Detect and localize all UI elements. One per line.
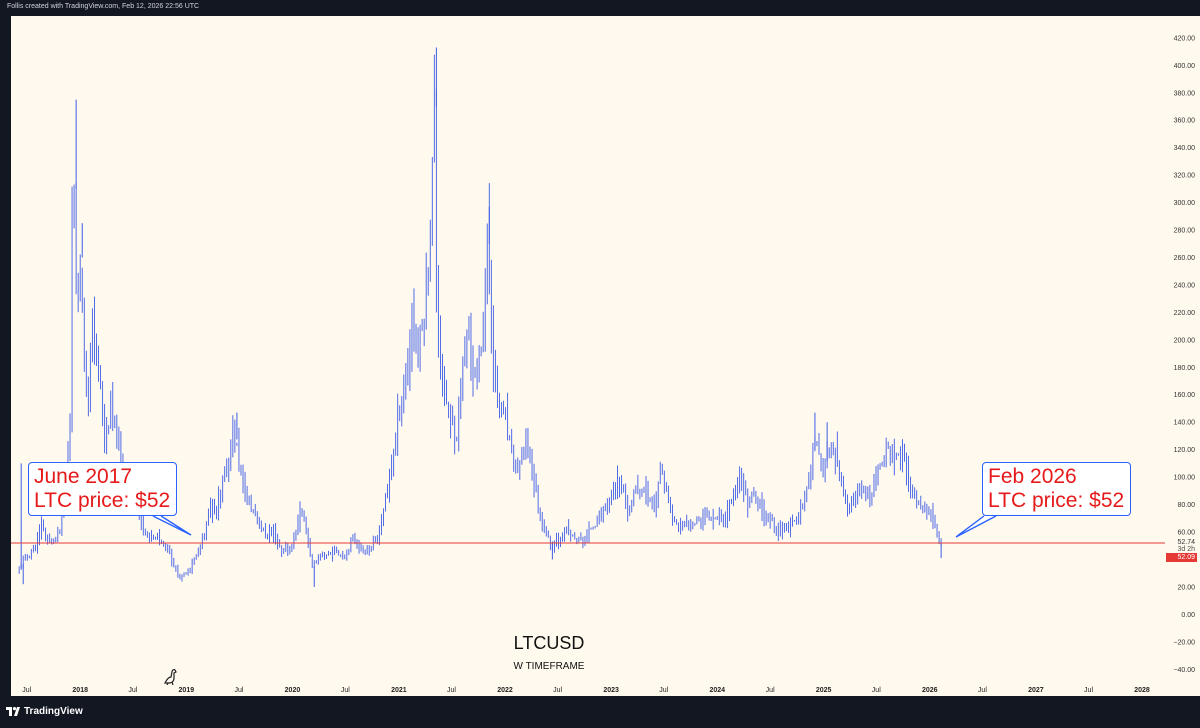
x-tick-label: 2018 xyxy=(72,687,88,694)
tradingview-logo-icon xyxy=(6,707,20,716)
y-tick-label: 360.00 xyxy=(1174,118,1196,125)
dino-icon[interactable] xyxy=(163,667,179,685)
annotation-line2: LTC price: $52 xyxy=(988,489,1125,512)
x-tick-label: Jul xyxy=(978,687,987,694)
price-chart[interactable]: Jul 2018 Jul 2019 Jul 2020 Jul 2021 Jul 2022 Jul 20… xyxy=(11,16,1165,696)
x-tick-label: 2024 xyxy=(709,687,725,694)
annotation-june-2017[interactable]: June 2017 LTC price: $52 xyxy=(28,462,178,516)
countdown-label: 3d 2h xyxy=(1177,546,1195,553)
tradingview-logo[interactable]: TradingView xyxy=(6,706,83,717)
y-tick-label: 380.00 xyxy=(1174,90,1196,97)
y-axis-labels: 420.00 400.00 380.00 360.00 340.00 320.00 300.… xyxy=(1173,35,1195,673)
y-tick-label: 20.00 xyxy=(1177,584,1195,591)
y-tick-label: 280.00 xyxy=(1174,228,1196,235)
x-tick-label: Jul xyxy=(766,687,775,694)
x-tick-label: Jul xyxy=(1084,687,1093,694)
x-tick-label: 2025 xyxy=(816,687,832,694)
x-tick-label: Jul xyxy=(447,687,456,694)
line-price-label-bg xyxy=(1166,552,1197,562)
y-tick-label: 160.00 xyxy=(1174,392,1196,399)
y-tick-label: 240.00 xyxy=(1174,282,1196,289)
annotation-line1: Feb 2026 xyxy=(988,465,1077,488)
annotation-pointer-left xyxy=(152,515,192,536)
x-tick-label: Jul xyxy=(22,687,31,694)
top-bar: Follis created with TradingView.com, Feb… xyxy=(0,0,1200,16)
y-tick-label: −20.00 xyxy=(1173,639,1195,646)
y-tick-label: 420.00 xyxy=(1174,35,1196,42)
y-tick-label: 180.00 xyxy=(1174,365,1196,372)
x-tick-label: 2022 xyxy=(497,687,513,694)
x-tick-label: 2020 xyxy=(285,687,301,694)
annotation-line2: LTC price: $52 xyxy=(34,489,171,512)
annotation-line1: June 2017 xyxy=(34,465,133,488)
x-tick-label: Jul xyxy=(341,687,350,694)
y-tick-label: 220.00 xyxy=(1174,310,1196,317)
y-tick-label: 120.00 xyxy=(1174,447,1196,454)
x-tick-label: 2023 xyxy=(603,687,619,694)
y-tick-label: 200.00 xyxy=(1174,337,1196,344)
chart-caption: Follis created with TradingView.com, Feb… xyxy=(7,3,200,10)
price-axis[interactable]: 420.00 400.00 380.00 360.00 340.00 320.00 300.… xyxy=(1165,16,1200,696)
y-tick-label: 300.00 xyxy=(1174,200,1196,207)
annotation-feb-2026[interactable]: Feb 2026 LTC price: $52 xyxy=(982,462,1132,516)
x-tick-label: Jul xyxy=(872,687,881,694)
last-price-label: 52.74 xyxy=(1177,539,1195,546)
x-tick-label: Jul xyxy=(128,687,137,694)
line-price-label: 52.09 xyxy=(1177,554,1195,561)
x-tick-label: 2019 xyxy=(179,687,195,694)
price-axis-svg: 420.00 400.00 380.00 360.00 340.00 320.00 300.… xyxy=(1166,35,1197,674)
x-tick-label: Jul xyxy=(234,687,243,694)
y-tick-label: 340.00 xyxy=(1174,145,1196,152)
y-tick-label: 320.00 xyxy=(1174,173,1196,180)
y-tick-label: 0.00 xyxy=(1181,612,1195,619)
x-tick-label: Jul xyxy=(553,687,562,694)
y-tick-label: 100.00 xyxy=(1174,475,1196,482)
x-tick-label: Jul xyxy=(659,687,668,694)
bottom-bar: TradingView xyxy=(0,696,1200,728)
y-tick-label: 80.00 xyxy=(1177,502,1195,509)
x-axis-labels: Jul 2018 Jul 2019 Jul 2020 Jul 2021 Jul 2022 Jul 20… xyxy=(22,687,1150,694)
y-tick-label: 60.00 xyxy=(1177,530,1195,537)
y-tick-label: 260.00 xyxy=(1174,255,1196,262)
chart-subtitle: W TIMEFRAME xyxy=(513,661,585,672)
x-tick-label: 2021 xyxy=(391,687,407,694)
y-tick-label: 400.00 xyxy=(1174,63,1196,70)
annotation-pointer-right xyxy=(955,515,997,538)
tradingview-brand: TradingView xyxy=(24,706,83,717)
y-tick-label: −40.00 xyxy=(1173,667,1195,674)
x-tick-label: 2026 xyxy=(922,687,938,694)
chart-area[interactable]: Jul 2018 Jul 2019 Jul 2020 Jul 2021 Jul 2022 Jul 20… xyxy=(11,16,1165,696)
y-tick-label: 140.00 xyxy=(1174,420,1196,427)
x-tick-label: 2028 xyxy=(1134,687,1150,694)
chart-title: LTCUSD xyxy=(513,633,585,653)
x-tick-label: 2027 xyxy=(1028,687,1044,694)
